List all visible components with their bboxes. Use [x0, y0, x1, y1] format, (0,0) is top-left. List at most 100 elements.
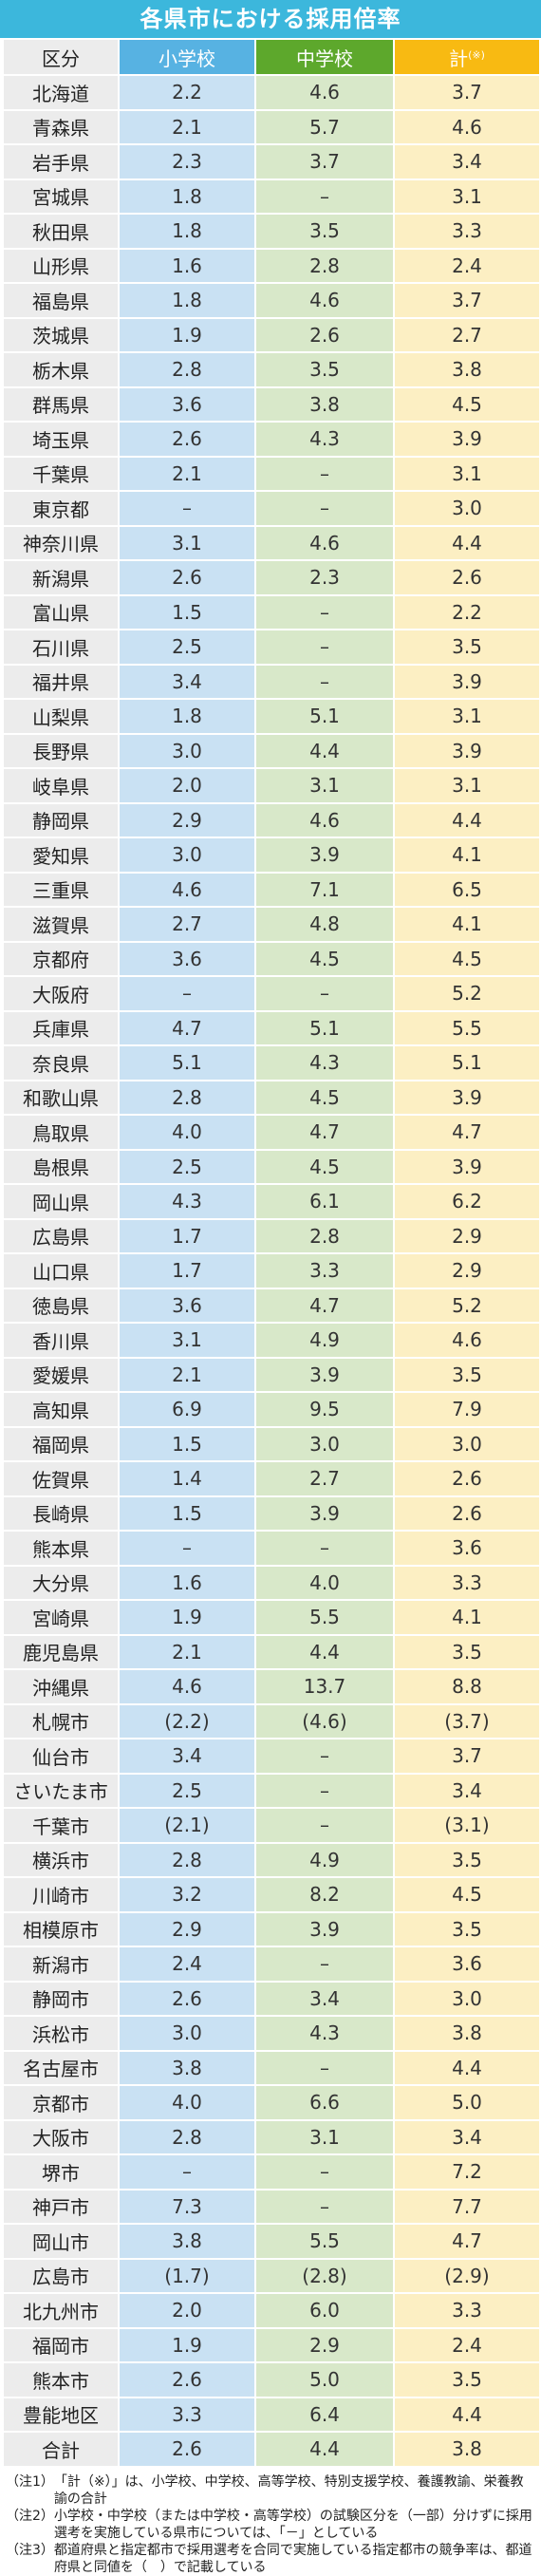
table-row: 宮崎県 1.9 5.5 4.1	[2, 1599, 541, 1636]
table-row: 愛知県 3.0 3.9 4.1	[2, 837, 541, 874]
middle-ratio-cell: 3.9	[254, 837, 395, 874]
middle-ratio-cell: 5.7	[254, 108, 395, 145]
region-name-cell: 浜松市	[2, 2015, 120, 2052]
total-ratio-cell: 3.7	[393, 74, 541, 111]
region-name-cell: 大阪府	[2, 975, 120, 1012]
table-row: 長崎県 1.5 3.9 2.6	[2, 1495, 541, 1532]
footnote: （注2） 小学校・中学校（または中学校・高等学校）の試験区分を（一部）分けずに採用…	[6, 2508, 535, 2542]
middle-ratio-cell: 4.7	[254, 1114, 395, 1151]
elementary-ratio-cell: 5.1	[118, 1044, 256, 1081]
elementary-ratio-cell: 2.6	[118, 421, 256, 458]
elementary-ratio-cell: (2.1)	[118, 1807, 256, 1844]
footnote-label: （注1）	[6, 2473, 54, 2490]
region-name-cell: 新潟市	[2, 1946, 120, 1983]
middle-ratio-cell: –	[254, 1772, 395, 1809]
elementary-ratio-cell: 3.1	[118, 1322, 256, 1359]
total-ratio-cell: (2.9)	[393, 2257, 541, 2294]
region-name-cell: 滋賀県	[2, 906, 120, 943]
total-ratio-cell: 3.5	[393, 1841, 541, 1878]
elementary-ratio-cell: 4.0	[118, 2084, 256, 2121]
middle-ratio-cell: –	[254, 629, 395, 666]
table-row: 山口県 1.7 3.3 2.9	[2, 1252, 541, 1289]
total-ratio-cell: 3.9	[393, 1148, 541, 1185]
middle-ratio-cell: 3.4	[254, 1980, 395, 2017]
elementary-ratio-cell: 3.0	[118, 2015, 256, 2052]
elementary-ratio-cell: 2.8	[118, 2118, 256, 2155]
footnote: （注3） 都道府県と指定都市で採用選考を合同で実施している指定都市の競争率は、都道…	[6, 2542, 535, 2576]
middle-ratio-cell: (2.8)	[254, 2257, 395, 2294]
region-name-cell: 豊能地区	[2, 2396, 120, 2433]
table-row: 福岡県 1.5 3.0 3.0	[2, 1425, 541, 1462]
total-ratio-cell: 3.7	[393, 1738, 541, 1775]
middle-ratio-cell: 6.4	[254, 2396, 395, 2433]
total-ratio-cell: 8.8	[393, 1668, 541, 1705]
middle-ratio-cell: 4.8	[254, 906, 395, 943]
table-row: 仙台市 3.4–3.7	[2, 1738, 541, 1775]
header-middle: 中学校	[254, 38, 395, 76]
total-ratio-cell: 2.6	[393, 1495, 541, 1532]
total-ratio-cell: 3.5	[393, 2361, 541, 2398]
table-row: 長野県 3.0 4.4 3.9	[2, 732, 541, 769]
table-row: 島根県 2.5 4.5 3.9	[2, 1148, 541, 1185]
region-name-cell: 奈良県	[2, 1044, 120, 1081]
total-ratio-cell: 3.7	[393, 282, 541, 319]
total-ratio-cell: 2.6	[393, 1460, 541, 1497]
elementary-ratio-cell: 3.4	[118, 663, 256, 700]
table-row: 埼玉県 2.6 4.3 3.9	[2, 421, 541, 458]
region-name-cell: 神奈川県	[2, 524, 120, 561]
region-name-cell: 千葉市	[2, 1807, 120, 1844]
elementary-ratio-cell: 2.2	[118, 74, 256, 111]
middle-ratio-cell: 4.4	[254, 1633, 395, 1670]
middle-ratio-cell: 9.5	[254, 1391, 395, 1428]
region-name-cell: 岡山県	[2, 1183, 120, 1220]
header-total: 計(※)	[393, 38, 541, 76]
elementary-ratio-cell: 2.1	[118, 1356, 256, 1393]
header-region: 区分	[2, 38, 120, 76]
elementary-ratio-cell: 3.8	[118, 2049, 256, 2086]
total-ratio-cell: 3.6	[393, 1946, 541, 1983]
middle-ratio-cell: 5.0	[254, 2361, 395, 2398]
elementary-ratio-cell: 1.8	[118, 698, 256, 735]
elementary-ratio-cell: 1.7	[118, 1252, 256, 1289]
table-row: 熊本市 2.6 5.0 3.5	[2, 2361, 541, 2398]
elementary-ratio-cell: 2.6	[118, 1980, 256, 2017]
table-row: 新潟県 2.6 2.3 2.6	[2, 559, 541, 596]
region-name-cell: 栃木県	[2, 351, 120, 388]
middle-ratio-cell: 4.3	[254, 2015, 395, 2052]
total-ratio-cell: 4.4	[393, 801, 541, 838]
middle-ratio-cell: 3.5	[254, 351, 395, 388]
region-name-cell: 岡山市	[2, 2223, 120, 2260]
table-row: 大分県 1.6 4.0 3.3	[2, 1564, 541, 1601]
elementary-ratio-cell: 3.2	[118, 1876, 256, 1913]
header-elementary: 小学校	[118, 38, 256, 76]
middle-ratio-cell: 5.1	[254, 698, 395, 735]
middle-ratio-cell: 4.9	[254, 1841, 395, 1878]
elementary-ratio-cell: 2.1	[118, 108, 256, 145]
page-title: 各県市における採用倍率	[0, 0, 541, 38]
total-ratio-cell: 3.4	[393, 1772, 541, 1809]
elementary-ratio-cell: 2.8	[118, 1841, 256, 1878]
elementary-ratio-cell: 1.5	[118, 593, 256, 630]
table-row: 岡山県 4.3 6.1 6.2	[2, 1183, 541, 1220]
middle-ratio-cell: –	[254, 593, 395, 630]
total-ratio-cell: 3.3	[393, 1564, 541, 1601]
middle-ratio-cell: 6.0	[254, 2292, 395, 2329]
elementary-ratio-cell: 3.6	[118, 385, 256, 423]
table-row: 茨城県 1.9 2.6 2.7	[2, 316, 541, 353]
elementary-ratio-cell: 2.8	[118, 1079, 256, 1116]
middle-ratio-cell: 4.4	[254, 2431, 395, 2468]
region-name-cell: 徳島県	[2, 1287, 120, 1324]
region-name-cell: 茨城県	[2, 316, 120, 353]
table-row: 栃木県 2.8 3.5 3.8	[2, 351, 541, 388]
middle-ratio-cell: 4.6	[254, 282, 395, 319]
middle-ratio-cell: 2.8	[254, 1217, 395, 1254]
elementary-ratio-cell: 4.7	[118, 1009, 256, 1046]
table-row: 相模原市 2.9 3.9 3.5	[2, 1910, 541, 1947]
elementary-ratio-cell: (1.7)	[118, 2257, 256, 2294]
region-name-cell: さいたま市	[2, 1772, 120, 1809]
total-ratio-cell: 3.6	[393, 1530, 541, 1567]
elementary-ratio-cell: 3.1	[118, 524, 256, 561]
table-row: 千葉市 (2.1) – (3.1)	[2, 1807, 541, 1844]
region-name-cell: 京都市	[2, 2084, 120, 2121]
region-name-cell: 三重県	[2, 871, 120, 908]
